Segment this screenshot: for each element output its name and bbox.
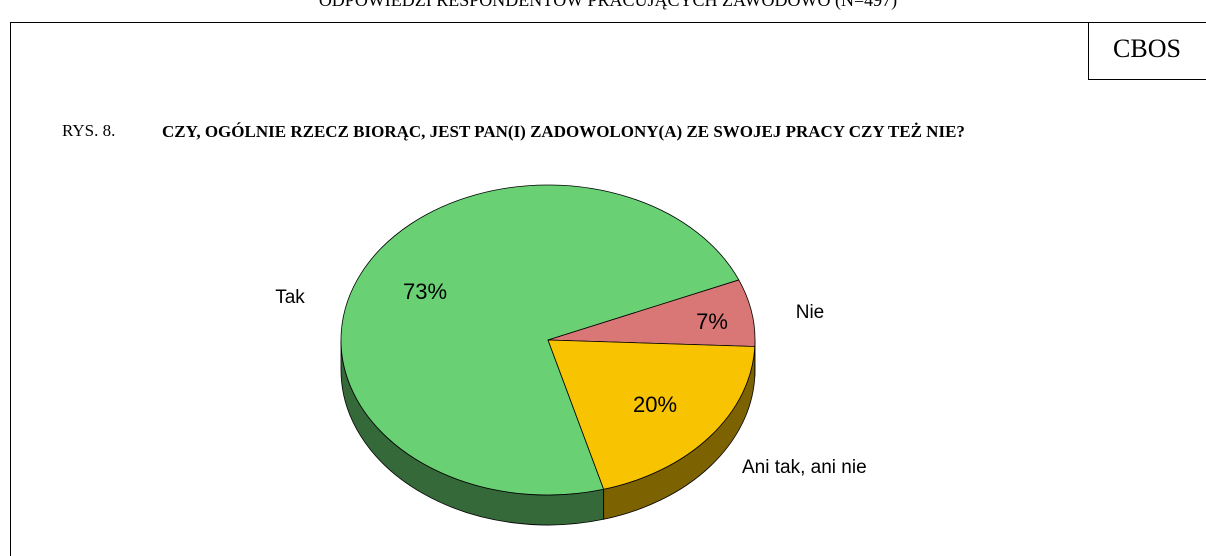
category-label: Nie	[796, 302, 825, 323]
frame	[10, 22, 1206, 556]
value-label: 20%	[633, 392, 677, 417]
figure-number: RYS. 8.	[62, 121, 115, 140]
title-box: CZY, OGÓLNIE RZECZ BIORĄC, JEST PAN(I) Z…	[162, 122, 965, 141]
value-label: 73%	[403, 279, 447, 304]
category-label: Ani tak, ani nie	[742, 457, 867, 478]
source-box	[1088, 22, 1206, 80]
category-label: Tak	[275, 287, 305, 308]
pie-slice	[547, 339, 756, 490]
pie-slice	[340, 184, 740, 496]
chart-title: CZY, OGÓLNIE RZECZ BIORĄC, JEST PAN(I) Z…	[162, 122, 965, 141]
source: CBOS	[1113, 34, 1181, 63]
header: ODPOWIEDZI RESPONDENTÓW PRACUJĄCYCH ZAWO…	[319, 0, 897, 11]
value-label: 7%	[696, 309, 728, 334]
